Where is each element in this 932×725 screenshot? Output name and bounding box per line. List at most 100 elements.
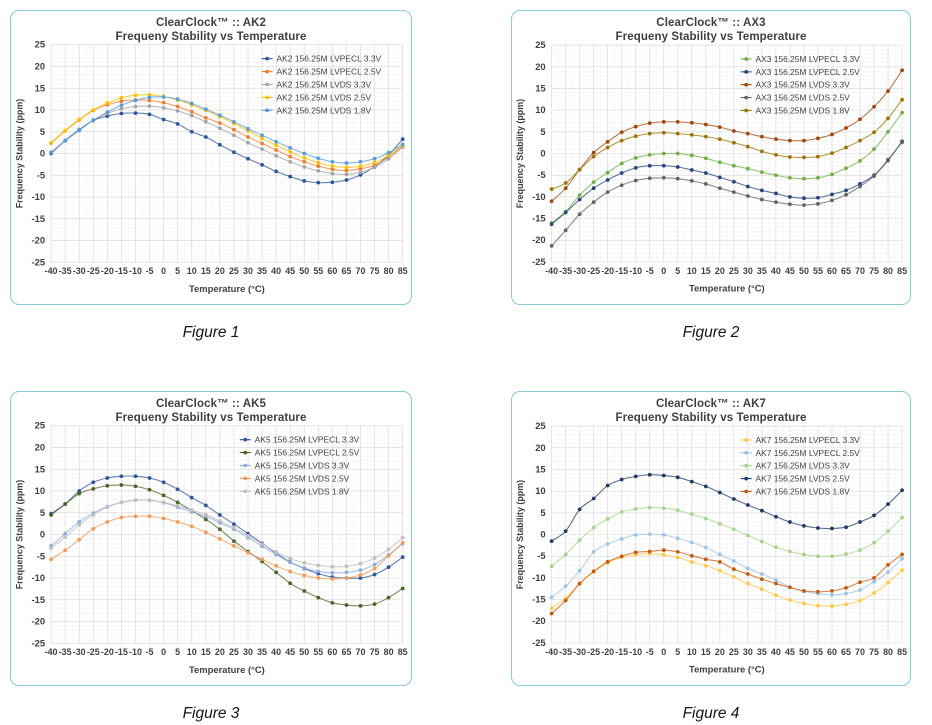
data-point-marker	[400, 555, 405, 560]
x-tick-label: 45	[285, 647, 295, 657]
data-point-marker	[788, 598, 792, 602]
data-point-marker	[858, 598, 862, 603]
data-point-marker	[189, 113, 194, 118]
x-tick-label: 30	[743, 266, 753, 276]
x-tick-label: 35	[257, 647, 267, 657]
data-point-marker	[858, 588, 862, 592]
data-point-marker	[816, 195, 820, 200]
data-point-marker	[689, 540, 694, 545]
data-point-marker	[760, 170, 764, 175]
data-point-marker	[830, 172, 834, 177]
legend-marker-dot	[744, 57, 749, 61]
data-point-marker	[133, 98, 138, 103]
data-point-marker	[217, 519, 222, 523]
y-axis-tick-labels: -25 -20 -15 -10 -5 0 5 10 15 20 25	[532, 39, 546, 267]
data-point-marker	[731, 140, 736, 145]
x-axis-tick-labels: -40 -35 -30 -25 -20 -15 -10 -5 0 5 10 15 20 25 30 35 40 4…	[45, 266, 408, 276]
x-tick-label: 20	[215, 647, 225, 657]
chart-title: ClearClock™ :: AK2	[155, 17, 266, 29]
data-point-marker	[675, 176, 680, 181]
legend-marker-dot	[265, 69, 270, 74]
legend-item: AX3 156.25M LVDS 2.5V	[740, 93, 850, 103]
data-point-marker	[731, 129, 736, 133]
legend-label: AK5 156.25M LVPECL 2.5V	[255, 448, 360, 458]
data-point-marker	[577, 568, 582, 573]
data-point-marker	[591, 549, 596, 554]
x-tick-label: 70	[356, 647, 366, 657]
data-point-marker	[372, 165, 377, 170]
data-point-marker	[563, 228, 568, 233]
data-point-marker	[745, 166, 750, 171]
data-point-marker	[858, 138, 862, 143]
y-axis-tick-labels: -25 -20 -15 -10 -5 0 5 10 15 20 25	[32, 420, 46, 649]
data-point-marker	[717, 186, 722, 191]
data-point-marker	[760, 149, 764, 154]
data-point-marker	[577, 197, 582, 202]
data-point-marker	[260, 136, 264, 141]
legend-item: AK5 156.25M LVDS 3.3V	[239, 460, 350, 470]
data-point-marker	[619, 171, 624, 175]
x-tick-label: 45	[785, 266, 795, 276]
y-tick-label: 10	[535, 104, 545, 115]
data-point-marker	[816, 526, 820, 530]
x-tick-label: 65	[841, 647, 851, 657]
data-point-marker	[175, 104, 180, 109]
x-tick-label: 30	[243, 647, 253, 657]
x-tick-label: -5	[646, 647, 654, 657]
x-tick-label: -35	[59, 266, 72, 276]
y-tick-label: 25	[535, 39, 545, 50]
data-point-marker	[246, 140, 250, 145]
data-point-marker	[147, 498, 152, 503]
data-point-marker	[858, 182, 862, 186]
legend-label: AK2 156.25M LVPECL 3.3V	[277, 54, 382, 64]
data-point-marker	[372, 160, 377, 165]
data-point-marker	[689, 178, 694, 183]
legend-marker-dot	[744, 476, 749, 481]
data-point-marker	[717, 521, 722, 526]
figure-caption: Figure 2	[682, 324, 740, 341]
legend-label: AX3 156.25M LVDS 1.8V	[756, 105, 851, 115]
data-point-marker	[605, 145, 610, 150]
x-tick-label: 25	[729, 266, 739, 276]
data-point-marker	[774, 593, 778, 598]
series-line	[549, 97, 904, 191]
x-tick-label: -20	[101, 647, 114, 657]
data-point-marker	[189, 101, 194, 106]
data-point-marker	[63, 128, 68, 133]
data-point-marker	[316, 563, 321, 568]
legend-label: AK7 156.25M LVPECL 2.5V	[756, 448, 861, 458]
data-point-marker	[49, 557, 53, 562]
chart-card-ak5: ClearClock™ :: AK5 Frequeny Stability vs…	[10, 391, 412, 686]
data-point-marker	[77, 117, 82, 122]
data-point-marker	[563, 598, 568, 603]
data-point-marker	[703, 122, 708, 127]
data-point-marker	[886, 570, 890, 575]
data-point-marker	[549, 199, 554, 204]
x-tick-label: 50	[799, 266, 809, 276]
data-point-marker	[689, 120, 694, 125]
x-tick-label: 10	[187, 647, 197, 657]
data-point-marker	[288, 159, 293, 164]
data-point-marker	[302, 589, 307, 593]
y-tick-label: -25	[532, 637, 546, 648]
data-point-marker	[119, 500, 124, 505]
legend-item: AX3 156.25M LVDS 3.3V	[740, 80, 850, 90]
data-point-marker	[647, 505, 652, 510]
data-point-marker	[302, 179, 307, 183]
data-point-marker	[591, 496, 596, 501]
data-point-marker	[274, 153, 279, 158]
y-tick-label: -20	[32, 616, 46, 627]
series-line	[49, 483, 405, 608]
data-point-marker	[675, 475, 680, 480]
data-point-marker	[260, 162, 264, 167]
legend-marker-dot	[744, 438, 749, 442]
legend-label: AK7 156.25M LVDS 1.8V	[756, 486, 851, 496]
data-point-marker	[563, 552, 568, 557]
data-point-marker	[788, 202, 792, 207]
x-tick-label: 10	[687, 266, 697, 276]
data-point-marker	[119, 483, 124, 487]
data-point-marker	[302, 560, 307, 565]
data-point-marker	[105, 505, 110, 510]
data-point-marker	[274, 143, 279, 148]
data-point-marker	[161, 95, 166, 99]
